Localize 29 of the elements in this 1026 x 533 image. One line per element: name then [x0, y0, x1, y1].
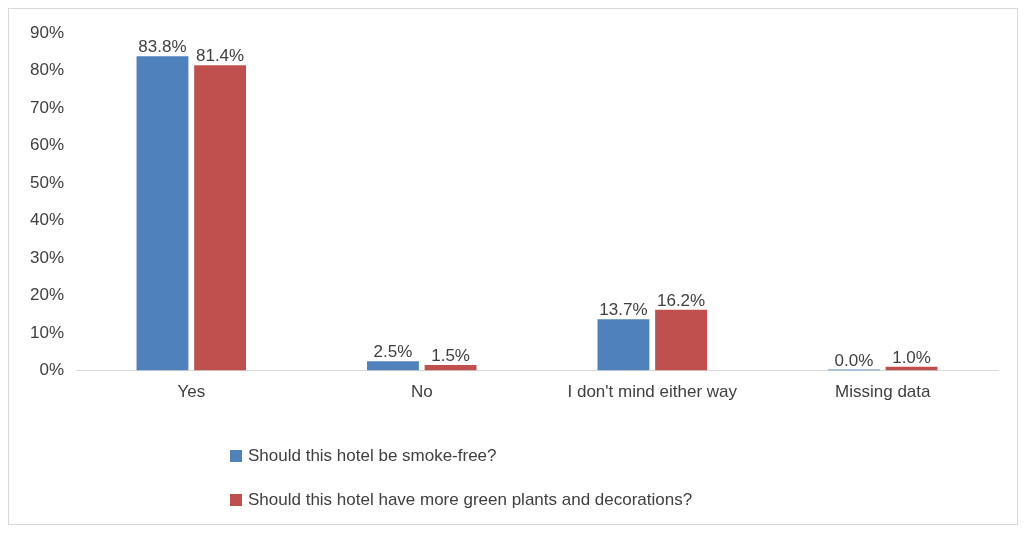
legend-label: Should this hotel be smoke-free? [248, 445, 497, 465]
x-tick-label: Yes [177, 382, 206, 402]
data-label: 81.4% [195, 46, 245, 66]
x-tick-label: I don't mind either way [567, 382, 738, 402]
y-tick-label: 40% [29, 210, 65, 230]
data-label: 16.2% [656, 290, 706, 310]
bar [136, 56, 189, 371]
y-tick-label: 30% [29, 247, 65, 267]
y-tick-label: 0% [39, 360, 65, 380]
x-tick-label: Missing data [835, 382, 932, 402]
data-label: 83.8% [138, 37, 187, 57]
data-label: 2.5% [373, 342, 413, 362]
y-tick-label: 90% [29, 22, 65, 42]
y-tick-label: 50% [29, 172, 65, 192]
y-tick-label: 80% [29, 60, 65, 80]
x-tick-label: No [410, 382, 433, 402]
data-label: 13.7% [599, 300, 648, 320]
y-tick-label: 70% [29, 97, 65, 117]
y-tick-label: 60% [29, 135, 65, 155]
y-tick-label: 10% [29, 322, 65, 342]
bar [597, 319, 650, 371]
data-label: 0.0% [834, 350, 874, 370]
y-tick-label: 20% [29, 285, 65, 305]
bar [655, 309, 707, 371]
legend-label: Should this hotel have more green plants and decorations? [248, 489, 693, 509]
bar [367, 361, 419, 371]
data-label: 1.0% [892, 347, 931, 367]
data-label: 1.5% [431, 345, 470, 365]
bar [194, 65, 247, 371]
